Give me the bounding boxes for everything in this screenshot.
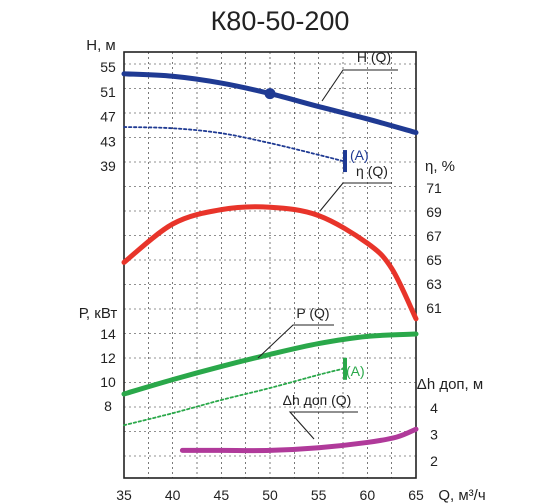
eta-tick-label: 61 <box>426 300 442 316</box>
operating-point <box>264 88 276 100</box>
h-tick-label: 43 <box>100 133 116 149</box>
npsh-tick-label: 3 <box>430 427 438 443</box>
npsh-tick-label: 2 <box>430 453 438 469</box>
a-marker-label: (A) <box>350 147 369 163</box>
h-tick-label: 47 <box>100 109 116 125</box>
label-leader-line <box>319 182 392 212</box>
p-axis-title: Р, кВт <box>79 305 118 322</box>
h-tick-label: 39 <box>100 158 116 174</box>
x-tick-label: 35 <box>116 487 132 503</box>
x-tick-label: 40 <box>165 487 181 503</box>
eta-tick-label: 71 <box>426 180 442 196</box>
eta-axis-title: η, % <box>425 158 455 175</box>
a-marker-label: (A) <box>346 363 365 379</box>
x-tick-label: 65 <box>408 487 424 503</box>
series-label: Δh доп (Q) <box>283 392 352 408</box>
x-tick-label: 45 <box>214 487 230 503</box>
x-axis-title: Q, м³/ч <box>438 487 485 504</box>
p-tick-label: 12 <box>100 350 116 366</box>
power-curve <box>121 331 419 397</box>
npsh-tick-label: 4 <box>430 400 438 416</box>
eta-tick-label: 65 <box>426 252 442 268</box>
h-tick-label: 51 <box>100 84 116 100</box>
x-tick-label: 50 <box>262 487 278 503</box>
p-tick-label: 14 <box>100 326 116 342</box>
head-curve-dotted <box>123 126 344 162</box>
series-label: H (Q) <box>357 49 391 65</box>
x-tick-label: 60 <box>360 487 376 503</box>
npsh-curve <box>179 426 419 454</box>
eta-tick-label: 69 <box>426 204 442 220</box>
eta-tick-label: 63 <box>426 276 442 292</box>
power-curve-dotted <box>123 367 344 427</box>
h-axis-title: Н, м <box>86 37 115 54</box>
label-leader-line <box>257 324 334 359</box>
series-label: P (Q) <box>296 305 329 321</box>
plot-frame <box>123 51 417 479</box>
p-tick-label: 10 <box>100 374 116 390</box>
chart-title: К80-50-200 <box>211 6 350 36</box>
label-leader-line <box>288 411 358 440</box>
curves <box>121 71 419 454</box>
grid <box>124 52 416 478</box>
label-leader-line <box>321 69 398 102</box>
efficiency-curve <box>121 204 419 322</box>
h-tick-label: 55 <box>100 59 116 75</box>
x-tick-label: 55 <box>311 487 327 503</box>
npsh-axis-title: Δh доп, м <box>417 376 483 393</box>
plot-border <box>123 51 417 479</box>
labels: 35 40 45 50 55 60 6555514743397169676563611412… <box>100 49 442 503</box>
p-tick-label: 8 <box>104 398 112 414</box>
series-label: η (Q) <box>356 163 388 179</box>
eta-tick-label: 67 <box>426 228 442 244</box>
